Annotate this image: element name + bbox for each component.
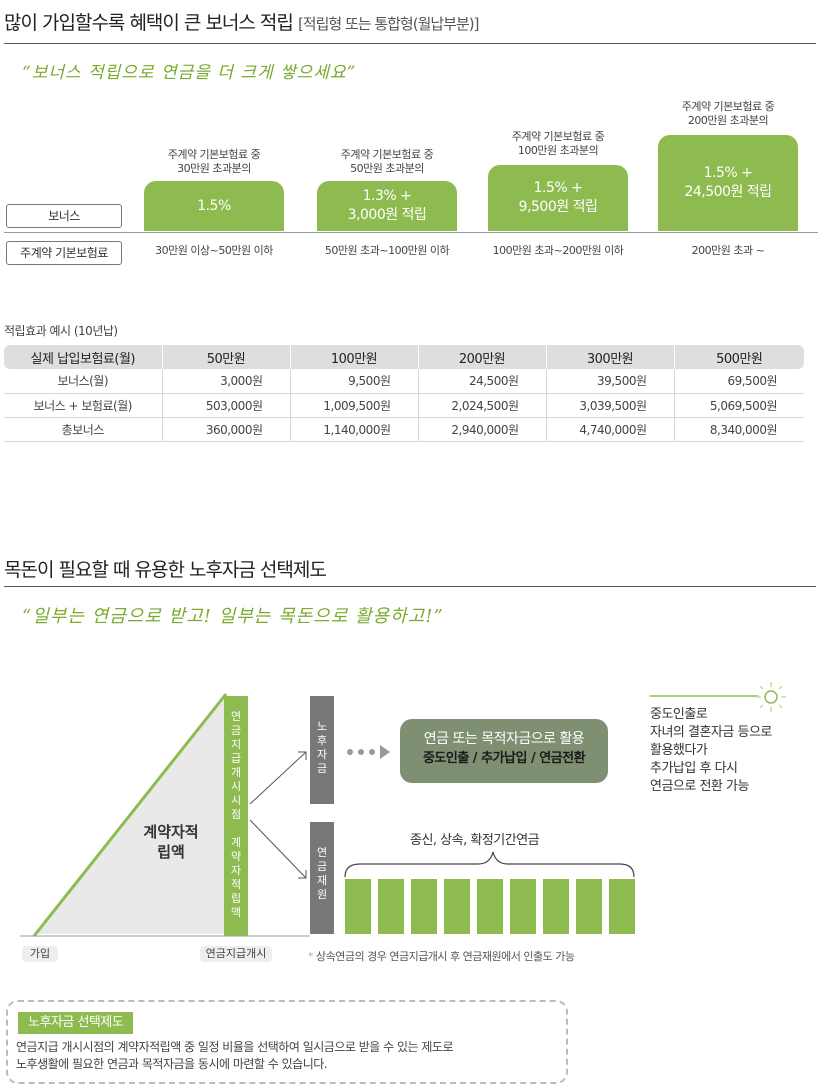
usage-pill-main: 연금 또는 목적자금으로 활용: [423, 731, 585, 747]
table-header: 실제 납입보험료(월): [4, 345, 163, 369]
pension-section-title: 목돈이 필요할 때 유용한 노후자금 선택제도: [4, 559, 327, 581]
join-label: 가입: [22, 946, 58, 962]
triangle-slope: [32, 693, 228, 937]
table-cell: 360,000원: [162, 417, 291, 442]
annuity-column: [543, 879, 569, 934]
dots-arrow: [380, 745, 390, 759]
table-header: 500만원: [674, 345, 804, 369]
table-row: 보너스(월) 3,000원 9,500원 24,500원 39,500원 69,…: [4, 369, 804, 394]
bonus-example-table: 실제 납입보험료(월) 50만원 100만원 200만원 300만원 500만원…: [4, 345, 804, 442]
arrow-to-fund: [249, 751, 307, 805]
tier-3-range: 100만원 초과~200만원 이하: [492, 244, 624, 257]
info-box: [6, 1000, 568, 1084]
tier-1-range: 30만원 이상~50만원 이하: [155, 244, 273, 257]
annuity-brace: [344, 851, 635, 878]
pension-diagram: [20, 693, 758, 937]
accumulation-label: 계약자적 립액: [143, 823, 199, 861]
table-header-row: 실제 납입보험료(월) 50만원 100만원 200만원 300만원 500만원: [4, 345, 804, 369]
table-cell: 총보너스: [4, 417, 163, 442]
table-cell: 3,039,500원: [546, 393, 675, 418]
tier-baseline: [4, 232, 818, 233]
table-header: 200만원: [418, 345, 547, 369]
bonus-subtitle-text: [적립형 또는 통합형(월납부분)]: [297, 15, 480, 33]
bonus-quote: “보너스 적립으로 연금을 더 크게 쌓으세요”: [22, 63, 357, 83]
table-cell: 1,140,000원: [290, 417, 419, 442]
table-header: 100만원: [290, 345, 419, 369]
annuity-column: [609, 879, 635, 934]
usage-pill: 연금 또는 목적자금으로 활용 중도인출 / 추가납입 / 연금전환: [400, 719, 608, 783]
usage-pill-sub: 중도인출 / 추가납입 / 연금전환: [422, 751, 586, 766]
tier-2-rate-box: 1.3% +3,000원 적립: [317, 181, 457, 231]
premium-row-label: 주계약 기본보험료: [6, 241, 122, 265]
table-cell: 보너스 + 보험료(월): [4, 393, 163, 418]
side-note: 중도인출로 자녀의 결혼자금 등으로 활용했다가 추가납입 후 다시 연금으로 …: [650, 707, 772, 794]
table-cell: 2,940,000원: [418, 417, 547, 442]
info-tag: 노후자금 선택제도: [18, 1012, 134, 1034]
annuity-column: [411, 879, 437, 934]
annuity-column: [345, 879, 371, 934]
table-cell: 5,069,500원: [674, 393, 804, 418]
table-cell: 보너스(월): [4, 369, 163, 394]
tier-1-caption: 주계약 기본보험료 중 30만원 초과분의: [167, 148, 261, 175]
table-cell: 4,740,000원: [546, 417, 675, 442]
tier-1-rate-box: 1.5%: [144, 181, 284, 231]
section-divider: [4, 43, 816, 44]
annuity-column: [378, 879, 404, 934]
table-cell: 39,500원: [546, 369, 675, 394]
annuity-column: [510, 879, 536, 934]
annuity-column: [477, 879, 503, 934]
bonus-row-label: 보너스: [6, 204, 122, 228]
annuity-column: [444, 879, 470, 934]
annuity-types-label: 종신, 상속, 확정기간연금: [410, 833, 540, 848]
table-title: 적립효과 예시 (10년납): [4, 324, 118, 338]
table-row: 보너스 + 보험료(월) 503,000원 1,009,500원 2,024,5…: [4, 393, 804, 418]
sun-icon: [754, 680, 788, 714]
bonus-section-title: 많이 가입할수록 혜택이 큰 보너스 적립 [적립형 또는 통합형(월납부분)]: [4, 8, 480, 35]
tier-3-rate-box: 1.5% +9,500원 적립: [488, 165, 628, 231]
tier-2-range: 50만원 초과~100만원 이하: [324, 244, 450, 257]
annuity-start-label: 연금지급개시: [200, 946, 272, 962]
table-row: 총보너스 360,000원 1,140,000원 2,940,000원 4,74…: [4, 417, 804, 442]
tier-2-caption: 주계약 기본보험료 중 50만원 초과분의: [340, 148, 434, 175]
tier-3-caption: 주계약 기본보험료 중 100만원 초과분의: [511, 130, 605, 157]
table-cell: 8,340,000원: [674, 417, 804, 442]
pension-quote: “일부는 연금으로 받고! 일부는 목돈으로 활용하고!”: [22, 606, 444, 627]
table-cell: 1,009,500원: [290, 393, 419, 418]
tier-4-rate-box: 1.5% +24,500원 적립: [658, 135, 798, 231]
table-cell: 69,500원: [674, 369, 804, 394]
footnote: * 상속연금의 경우 연금지급개시 후 연금재원에서 인출도 가능: [308, 950, 575, 963]
table-cell: 3,000원: [162, 369, 291, 394]
table-cell: 2,024,500원: [418, 393, 547, 418]
info-description: 연금지급 개시시점의 계약자적립액 중 일정 비율을 선택하여 일시금으로 받을…: [16, 1040, 453, 1071]
table-header: 300만원: [546, 345, 675, 369]
section-divider: [4, 586, 816, 587]
table-cell: 503,000원: [162, 393, 291, 418]
annuity-column: [576, 879, 602, 934]
table-cell: 9,500원: [290, 369, 419, 394]
bonus-title-text: 많이 가입할수록 혜택이 큰 보너스 적립: [4, 12, 294, 34]
table-cell: 24,500원: [418, 369, 547, 394]
table-header: 50만원: [162, 345, 291, 369]
tier-4-range: 200만원 초과 ~: [691, 244, 765, 257]
tier-4-caption: 주계약 기본보험료 중 200만원 초과분의: [681, 100, 775, 127]
arrow-to-annuity: [249, 819, 307, 879]
